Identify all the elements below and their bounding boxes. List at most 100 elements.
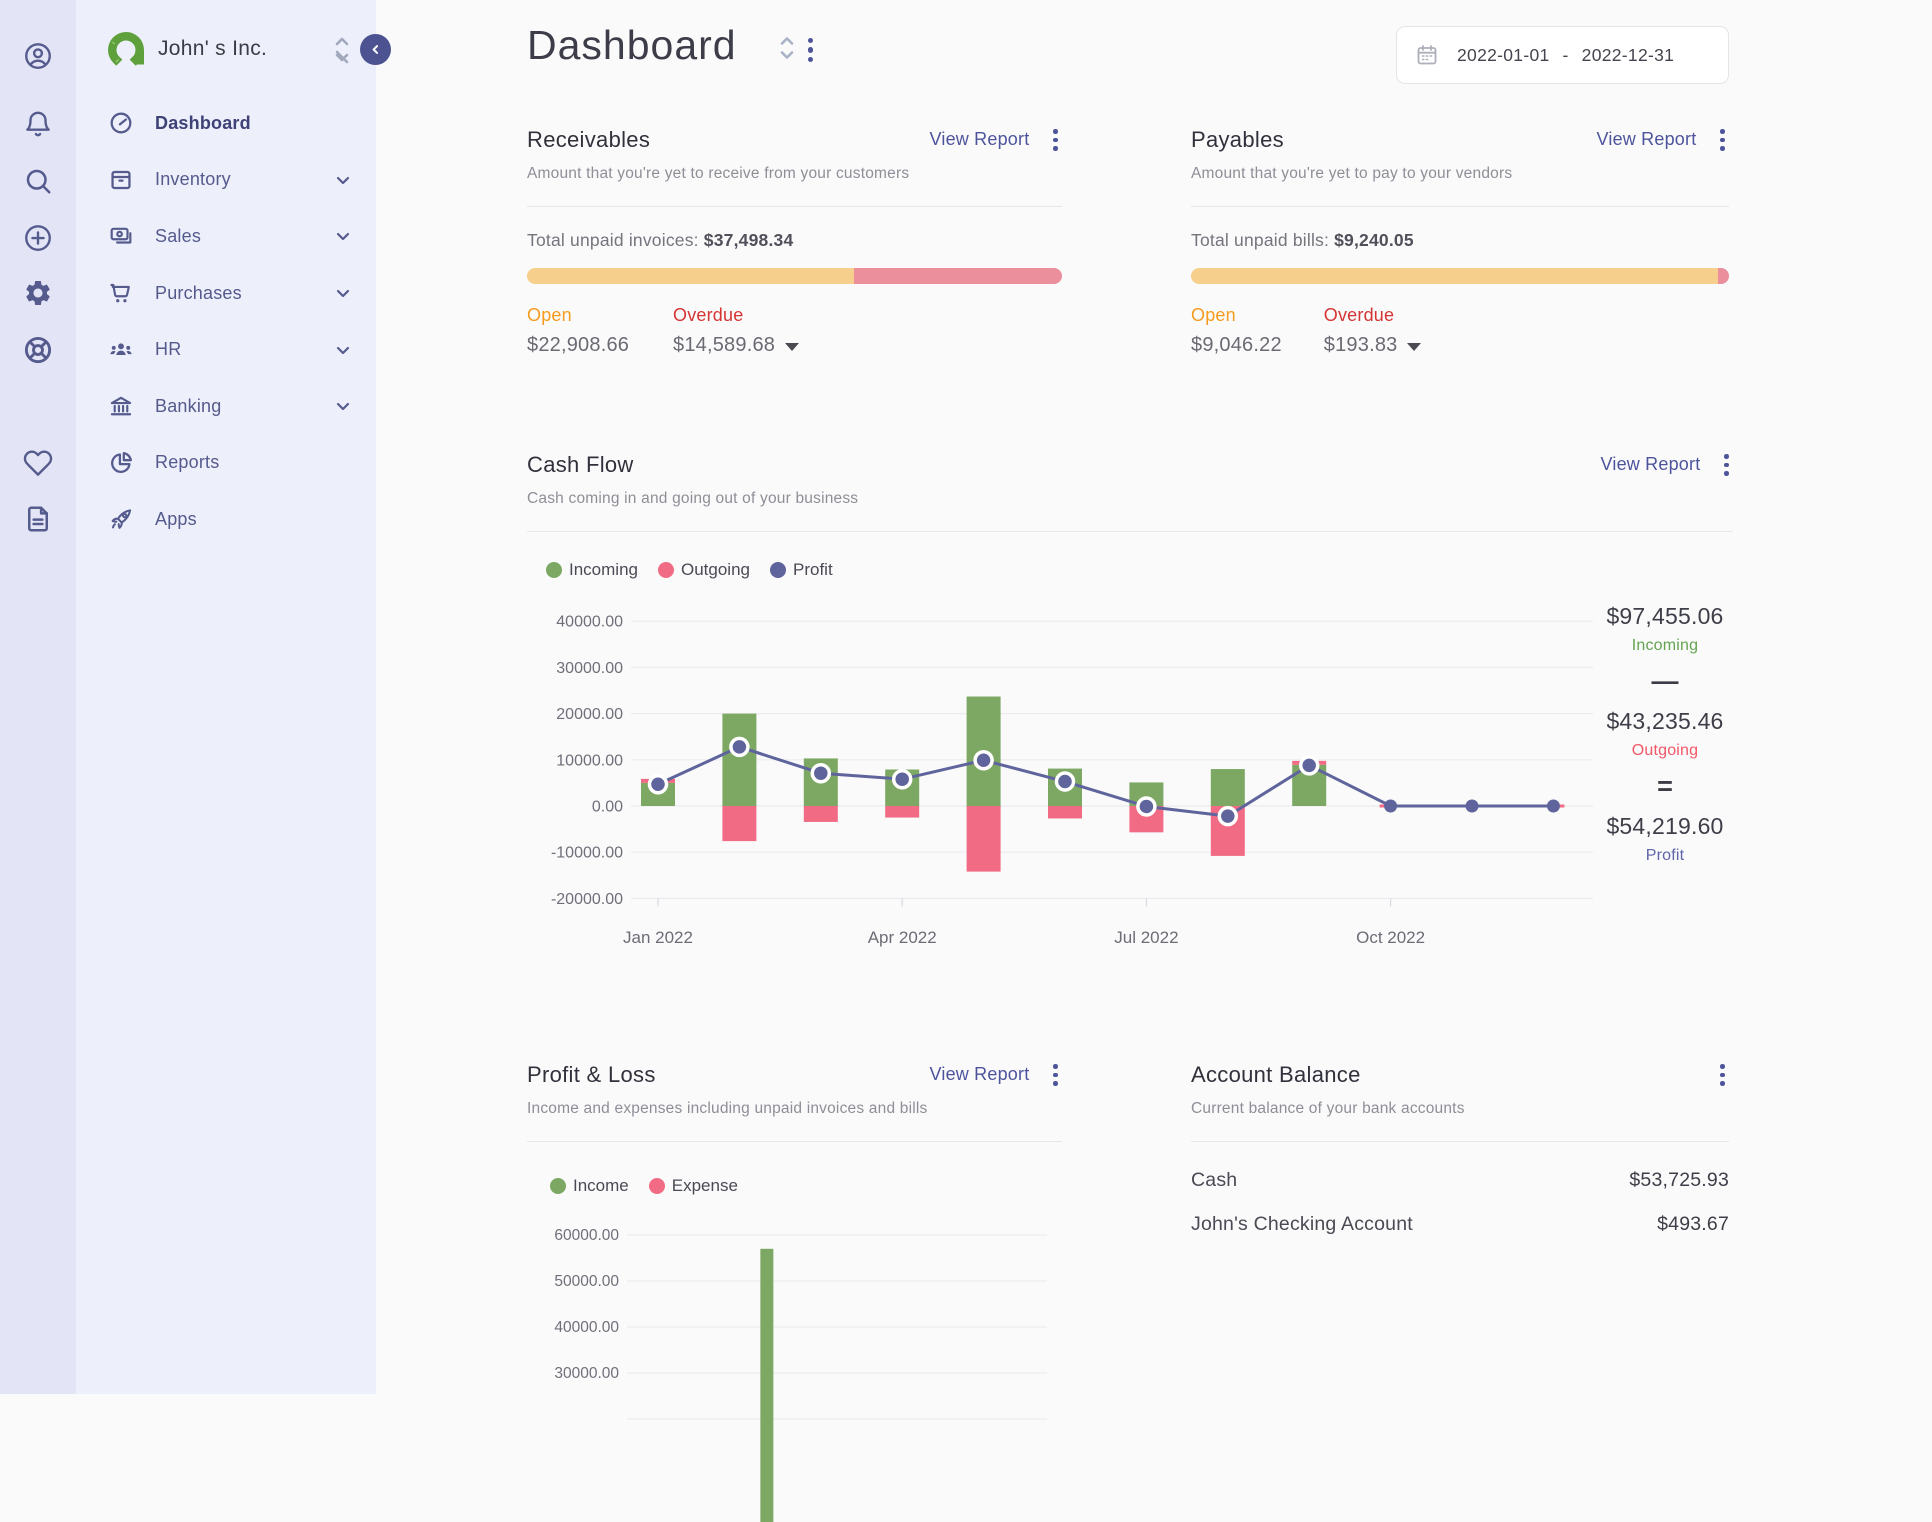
hr-people-icon — [108, 337, 134, 363]
svg-text:Jan 2022: Jan 2022 — [623, 928, 693, 947]
svg-text:20000.00: 20000.00 — [556, 706, 623, 723]
outgoing-total: $43,235.46 — [1606, 708, 1724, 734]
receivables-overdue-segment — [853, 268, 1062, 284]
svg-text:10000.00: 10000.00 — [556, 752, 623, 769]
chevron-down-icon — [334, 397, 352, 415]
payables-overdue: Overdue $193.83 — [1324, 305, 1422, 357]
payables-open: Open $9,046.22 — [1191, 305, 1282, 356]
sidebar-item-apps[interactable]: Apps — [76, 491, 376, 548]
account-balance-card: Account Balance Current balance of your … — [1191, 1058, 1729, 1394]
cashflow-title: Cash Flow — [527, 452, 634, 477]
icon-rail — [0, 0, 76, 1394]
sidebar-item-dashboard[interactable]: Dashboard — [76, 95, 376, 152]
svg-text:-10000.00: -10000.00 — [551, 845, 623, 862]
receivables-view-report-link[interactable]: View Report — [929, 129, 1030, 150]
sidebar-item-banking[interactable]: Banking — [76, 378, 376, 435]
sidebar-item-reports[interactable]: Reports — [76, 435, 376, 492]
sidebar-item-sales[interactable]: Sales — [76, 208, 376, 265]
outgoing-legend-dot — [657, 562, 674, 578]
sales-money-icon — [108, 223, 134, 249]
dashboard-switcher-icon[interactable] — [778, 34, 796, 62]
payables-title: Payables — [1191, 127, 1284, 152]
notifications-bell-icon[interactable] — [23, 109, 53, 139]
payables-overdue-segment — [1717, 268, 1729, 284]
date-separator: - — [1562, 44, 1569, 65]
purchases-cart-icon — [108, 280, 134, 306]
receivables-title: Receivables — [527, 127, 651, 152]
add-plus-icon[interactable] — [23, 223, 53, 253]
sidebar-item-purchases[interactable]: Purchases — [76, 265, 376, 322]
page-title: Dashboard — [527, 22, 737, 68]
svg-text:30000.00: 30000.00 — [554, 1365, 619, 1382]
company-logo[interactable] — [106, 30, 146, 70]
profit-loss-kebab[interactable] — [1053, 1064, 1058, 1086]
chevron-down-icon — [334, 341, 352, 359]
profit-legend-dot — [769, 562, 786, 578]
svg-text:30000.00: 30000.00 — [556, 660, 623, 677]
reports-pie-icon — [108, 450, 134, 476]
sidebar-collapse-button[interactable] — [360, 34, 391, 65]
payables-view-report-link[interactable]: View Report — [1596, 129, 1697, 150]
svg-text:50000.00: 50000.00 — [554, 1273, 619, 1290]
incoming-legend-dot — [546, 562, 562, 578]
profit-total: $54,219.60 — [1606, 813, 1724, 839]
chevron-down-icon — [334, 227, 352, 245]
cashflow-card: Cash Flow Cash coming in and going out o… — [527, 448, 1733, 968]
cashflow-summary: $97,455.06 Incoming — $43,235.46 Outgoin… — [1597, 603, 1733, 865]
svg-text:40000.00: 40000.00 — [554, 1319, 619, 1336]
receivables-progress-bar — [527, 268, 1062, 284]
dashboard-gauge-icon — [108, 110, 134, 136]
overdue-breakdown-caret[interactable] — [785, 343, 800, 351]
profit-loss-view-report-link[interactable]: View Report — [929, 1064, 1030, 1085]
incoming-total: $97,455.06 — [1606, 603, 1724, 629]
svg-text:Apr 2022: Apr 2022 — [868, 928, 937, 947]
calendar-icon — [1415, 43, 1439, 67]
cashflow-subtitle: Cash coming in and going out of your bus… — [527, 490, 859, 507]
account-row-checking[interactable]: John's Checking Account $493.67 — [1191, 1212, 1729, 1235]
receivables-subtitle: Amount that you're yet to receive from y… — [527, 165, 910, 182]
sidebar-item-inventory[interactable]: Inventory — [76, 152, 376, 209]
sidebar-item-hr[interactable]: HR — [76, 321, 376, 378]
minus-sign: — — [1651, 666, 1679, 696]
account-balance-subtitle: Current balance of your bank accounts — [1191, 1100, 1465, 1117]
company-name[interactable]: John' s Inc. — [158, 37, 268, 60]
receivables-overdue: Overdue $14,589.68 — [673, 305, 800, 357]
favorites-heart-icon[interactable] — [23, 448, 53, 478]
profit-loss-chart[interactable]: 60000.00 50000.00 40000.00 30000.00 — [527, 1222, 1062, 1522]
account-row-cash[interactable]: Cash $53,725.93 — [1191, 1168, 1729, 1191]
banking-bank-icon — [108, 393, 134, 419]
cashflow-view-report-link[interactable]: View Report — [1600, 454, 1701, 475]
document-icon[interactable] — [23, 504, 53, 534]
payables-total: Total unpaid bills: $9,240.05 — [1191, 230, 1414, 250]
profit-loss-title: Profit & Loss — [527, 1062, 656, 1087]
overdue-breakdown-caret[interactable] — [1407, 343, 1422, 351]
search-icon[interactable] — [23, 166, 53, 196]
equals-sign: = — [1657, 771, 1673, 801]
dashboard-menu-kebab[interactable] — [808, 38, 814, 63]
payables-open-segment — [1191, 268, 1718, 284]
payables-kebab[interactable] — [1720, 129, 1725, 151]
receivables-card: Receivables Amount that you're yet to re… — [527, 123, 1062, 383]
company-switcher-icon[interactable] — [332, 37, 352, 65]
profit-loss-legend: Income Expense — [550, 1176, 738, 1196]
account-balance-title: Account Balance — [1191, 1062, 1361, 1087]
user-profile-icon[interactable] — [23, 41, 53, 71]
inventory-box-icon — [108, 167, 134, 193]
receivables-total: Total unpaid invoices: $37,498.34 — [527, 230, 794, 250]
account-balance-kebab[interactable] — [1720, 1064, 1725, 1086]
cashflow-chart[interactable]: 40000.00 30000.00 20000.00 10000.00 0.00 -100… — [527, 588, 1593, 956]
settings-gear-icon[interactable] — [23, 278, 53, 308]
income-legend-dot — [550, 1178, 566, 1194]
receivables-kebab[interactable] — [1053, 129, 1058, 151]
payables-card: Payables Amount that you're yet to pay t… — [1191, 123, 1729, 383]
profit-loss-subtitle: Income and expenses including unpaid inv… — [527, 1100, 928, 1117]
cashflow-kebab[interactable] — [1724, 454, 1729, 476]
expense-legend-dot — [648, 1178, 665, 1194]
svg-text:60000.00: 60000.00 — [554, 1227, 619, 1244]
svg-text:0.00: 0.00 — [592, 799, 623, 816]
svg-text:Jul 2022: Jul 2022 — [1114, 928, 1178, 947]
date-start: 2022-01-01 — [1457, 44, 1550, 65]
date-range-picker[interactable]: 2022-01-01 - 2022-12-31 — [1396, 26, 1729, 84]
sidebar: John' s Inc. Dashboard Inventory — [76, 0, 391, 1394]
help-lifering-icon[interactable] — [23, 335, 53, 365]
